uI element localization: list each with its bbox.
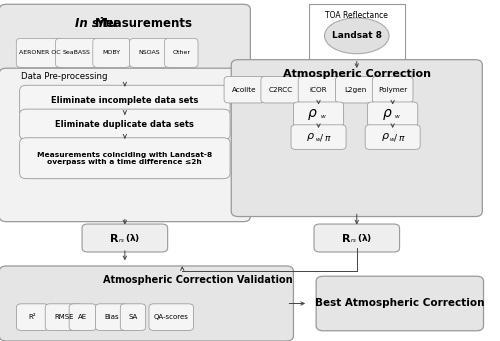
FancyBboxPatch shape [0, 266, 294, 341]
FancyBboxPatch shape [20, 85, 230, 116]
Text: $\mathbf{R}$: $\mathbf{R}$ [109, 232, 120, 244]
FancyBboxPatch shape [291, 125, 346, 149]
Text: Eliminate duplicate data sets: Eliminate duplicate data sets [56, 120, 194, 129]
Text: $\rho$: $\rho$ [382, 107, 392, 122]
Text: $_{rs}$: $_{rs}$ [118, 236, 126, 244]
Text: / $\pi$: / $\pi$ [393, 132, 406, 143]
Text: Measurements: Measurements [95, 17, 193, 30]
Text: Landsat 8: Landsat 8 [332, 31, 382, 40]
FancyBboxPatch shape [294, 102, 344, 127]
FancyBboxPatch shape [82, 224, 168, 252]
Text: Polymer: Polymer [378, 87, 408, 93]
FancyBboxPatch shape [93, 39, 130, 68]
FancyBboxPatch shape [20, 109, 230, 140]
FancyBboxPatch shape [314, 224, 400, 252]
Text: $_{w}$: $_{w}$ [320, 112, 327, 121]
FancyBboxPatch shape [261, 76, 302, 103]
Text: R²: R² [28, 314, 36, 320]
Text: MOBY: MOBY [102, 50, 120, 55]
Text: $_{w}$: $_{w}$ [315, 135, 322, 144]
Text: Measurements coinciding with Landsat-8
overpass with a time difference ≤2h: Measurements coinciding with Landsat-8 o… [37, 152, 212, 165]
FancyBboxPatch shape [232, 60, 482, 217]
FancyBboxPatch shape [20, 138, 230, 179]
FancyBboxPatch shape [45, 304, 82, 330]
FancyBboxPatch shape [149, 304, 194, 330]
FancyBboxPatch shape [120, 304, 146, 330]
FancyBboxPatch shape [365, 125, 420, 149]
Text: $_{w}$: $_{w}$ [394, 112, 401, 121]
Text: $\rho$: $\rho$ [308, 107, 318, 122]
FancyBboxPatch shape [56, 39, 98, 68]
Text: $\mathbf{(\lambda)}$: $\mathbf{(\lambda)}$ [358, 232, 372, 244]
Ellipse shape [324, 18, 389, 54]
FancyBboxPatch shape [69, 304, 96, 330]
Text: Eliminate incomplete data sets: Eliminate incomplete data sets [51, 96, 199, 105]
Text: iCOR: iCOR [310, 87, 328, 93]
FancyBboxPatch shape [164, 39, 198, 68]
Text: Atmospheric Correction: Atmospheric Correction [283, 69, 431, 79]
FancyBboxPatch shape [368, 102, 418, 127]
Text: Data Pre-processing: Data Pre-processing [21, 72, 108, 81]
FancyBboxPatch shape [224, 76, 264, 103]
Text: $_{w}$: $_{w}$ [389, 135, 396, 144]
Text: SA: SA [128, 314, 138, 320]
Text: $\mathbf{(\lambda)}$: $\mathbf{(\lambda)}$ [126, 232, 140, 244]
FancyBboxPatch shape [0, 68, 250, 222]
Text: Other: Other [172, 50, 190, 55]
Text: / $\pi$: / $\pi$ [319, 132, 332, 143]
FancyBboxPatch shape [316, 276, 484, 331]
FancyBboxPatch shape [336, 76, 376, 103]
Text: RMSE: RMSE [54, 314, 74, 320]
Text: AE: AE [78, 314, 88, 320]
Text: TOA Reflectance: TOA Reflectance [326, 11, 388, 20]
Text: $\mathbf{R}$: $\mathbf{R}$ [341, 232, 351, 244]
FancyBboxPatch shape [0, 4, 250, 88]
Text: AERONER OC: AERONER OC [19, 50, 60, 55]
Text: QA-scores: QA-scores [154, 314, 188, 320]
FancyBboxPatch shape [96, 304, 128, 330]
Text: Best Atmospheric Correction: Best Atmospheric Correction [315, 298, 484, 309]
FancyBboxPatch shape [16, 304, 48, 330]
Text: $_{rs}$: $_{rs}$ [350, 236, 358, 244]
Text: $\rho$: $\rho$ [306, 131, 316, 143]
Text: In situ: In situ [75, 17, 117, 30]
Text: NSOAS: NSOAS [138, 50, 160, 55]
Text: L2gen: L2gen [344, 87, 367, 93]
Text: C2RCC: C2RCC [269, 87, 293, 93]
FancyBboxPatch shape [372, 76, 413, 103]
FancyBboxPatch shape [130, 39, 169, 68]
FancyBboxPatch shape [16, 39, 63, 68]
Text: Acolite: Acolite [232, 87, 256, 93]
FancyBboxPatch shape [298, 76, 339, 103]
Text: Bias: Bias [104, 314, 119, 320]
Text: $\rho$: $\rho$ [380, 131, 390, 143]
FancyBboxPatch shape [309, 4, 404, 60]
Text: Atmospheric Correction Validation: Atmospheric Correction Validation [104, 275, 293, 285]
Text: SeaBASS: SeaBASS [62, 50, 90, 55]
